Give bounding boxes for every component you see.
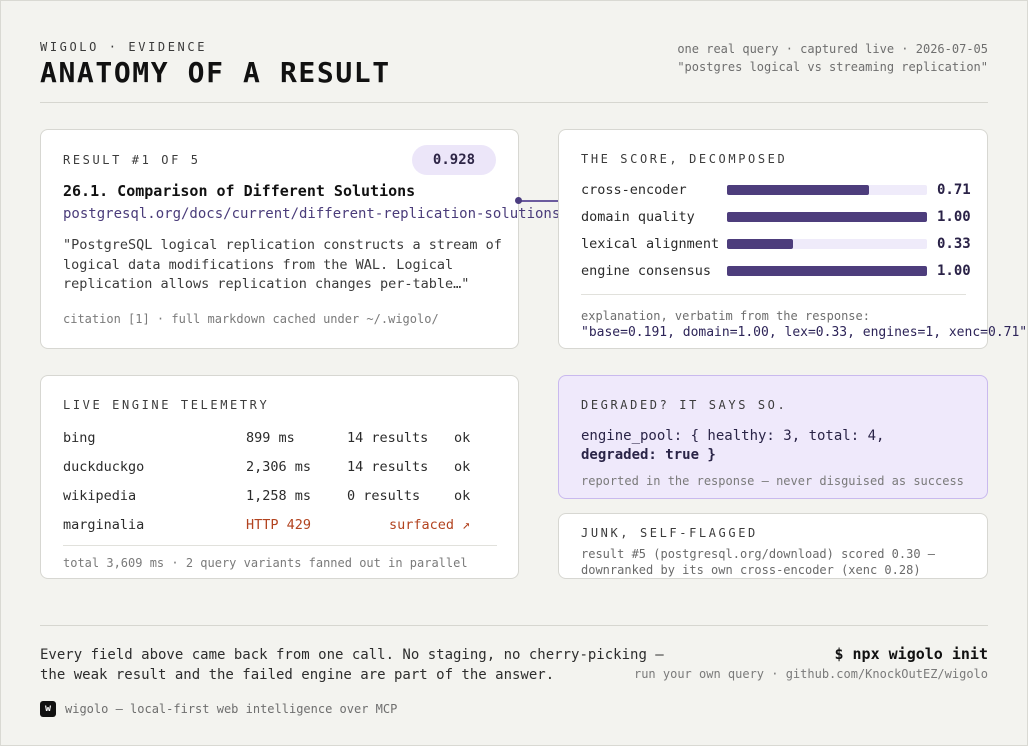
engine-results: 0 results [347,488,421,504]
engine-results: 14 results [347,459,429,475]
meta-capture: one real query · captured live · 2026-07… [677,42,988,56]
engine-status: ok [454,459,471,475]
score-label: engine consensus [581,263,712,279]
surfaced-link[interactable]: surfaced ↗ [389,517,471,533]
degraded-heading: DEGRADED? IT SAYS SO. [581,398,788,412]
engine-latency-error: HTTP 429 [246,517,312,533]
engine-name: duckduckgo [63,459,145,475]
telemetry-row: wikipedia 1,258 ms 0 results ok [63,488,503,506]
engine-name: marginalia [63,517,145,533]
telemetry-row: bing 899 ms 14 results ok [63,430,503,448]
junk-body: result #5 (postgresql.org/download) scor… [581,547,935,578]
degraded-card: DEGRADED? IT SAYS SO. engine_pool: { hea… [558,375,988,499]
engine-latency: 2,306 ms [246,459,312,475]
score-bar-track [727,239,927,249]
result-citation: citation [1] · full markdown cached unde… [63,312,439,326]
engine-name: wikipedia [63,488,137,504]
repo-link[interactable]: run your own query · github.com/KnockOut… [633,667,988,681]
explanation-value: "base=0.191, domain=1.00, lex=0.33, engi… [581,325,1028,340]
score-bar-fill [727,239,793,249]
footer-line-1: Every field above came back from one cal… [40,647,664,663]
degraded-note: reported in the response — never disguis… [581,474,964,488]
junk-card: JUNK, SELF-FLAGGED result #5 (postgresql… [558,513,988,579]
score-card: THE SCORE, DECOMPOSED cross-encoder 0.71 d… [558,129,1027,349]
score-bar-track [727,266,927,276]
score-bar-track [727,185,927,195]
result-heading: RESULT #1 OF 5 [63,153,201,167]
score-label: domain quality [581,209,695,225]
explanation-label: explanation, verbatim from the response: [581,309,870,323]
score-value: 1.00 [937,209,971,225]
connector-dot [515,197,522,204]
score-value: 0.71 [937,182,971,198]
telemetry-heading: LIVE ENGINE TELEMETRY [63,398,270,412]
page-title: ANATOMY OF A RESULT [40,56,391,89]
footer-line-2: the weak result and the failed engine ar… [40,667,555,683]
score-bar-fill [727,185,869,195]
score-divider [581,294,966,295]
engine-pool-code: engine_pool: { healthy: 3, total: 4, deg… [581,427,884,465]
code-line-1: engine_pool: { healthy: 3, total: 4, [581,428,885,444]
footer-divider [40,625,988,626]
result-url-link[interactable]: postgresql.org/docs/current/different-re… [63,206,561,222]
engine-latency: 1,258 ms [246,488,312,504]
score-bar-fill [727,212,927,222]
junk-line-1: result #5 (postgresql.org/download) scor… [581,547,936,561]
footer-statement: Every field above came back from one cal… [40,645,664,685]
junk-heading: JUNK, SELF-FLAGGED [581,526,758,540]
score-bar-track [727,212,927,222]
telemetry-card: LIVE ENGINE TELEMETRY bing 899 ms 14 resul… [40,375,519,579]
telemetry-row-error: marginalia HTTP 429 surfaced ↗ [63,517,503,535]
install-command[interactable]: $ npx wigolo init [834,645,988,663]
telemetry-total: total 3,609 ms · 2 query variants fanned… [63,556,468,570]
wigolo-logo-icon: w [40,701,56,717]
result-snippet: "PostgreSQL logical replication construc… [63,237,502,292]
query-meta: one real query · captured live · 2026-07… [677,40,988,76]
engine-latency: 899 ms [246,430,295,446]
score-label: lexical alignment [581,236,720,252]
connector-line [518,200,560,202]
engine-status: ok [454,488,471,504]
score-value: 0.33 [937,236,971,252]
score-bar-fill [727,266,927,276]
junk-line-2: downranked by its own cross-encoder (xen… [581,562,921,577]
engine-results: 14 results [347,430,429,446]
result-card: RESULT #1 OF 5 0.928 26.1. Comparison of… [40,129,560,349]
score-label: cross-encoder [581,182,687,198]
telemetry-divider [63,545,497,546]
engine-name: bing [63,430,96,446]
code-line-2: degraded: true } [581,447,716,463]
score-badge: 0.928 [412,145,496,175]
brand-tagline: wigolo — local-first web intelligence ov… [65,702,398,716]
score-heading: THE SCORE, DECOMPOSED [581,152,788,166]
header-divider [40,102,988,103]
engine-status: ok [454,430,471,446]
result-title: 26.1. Comparison of Different Solutions [63,182,416,200]
eyebrow: WIGOLO · EVIDENCE [40,40,208,54]
meta-query: "postgres logical vs streaming replicati… [677,60,988,74]
telemetry-row: duckduckgo 2,306 ms 14 results ok [63,459,503,477]
score-value: 1.00 [937,263,971,279]
